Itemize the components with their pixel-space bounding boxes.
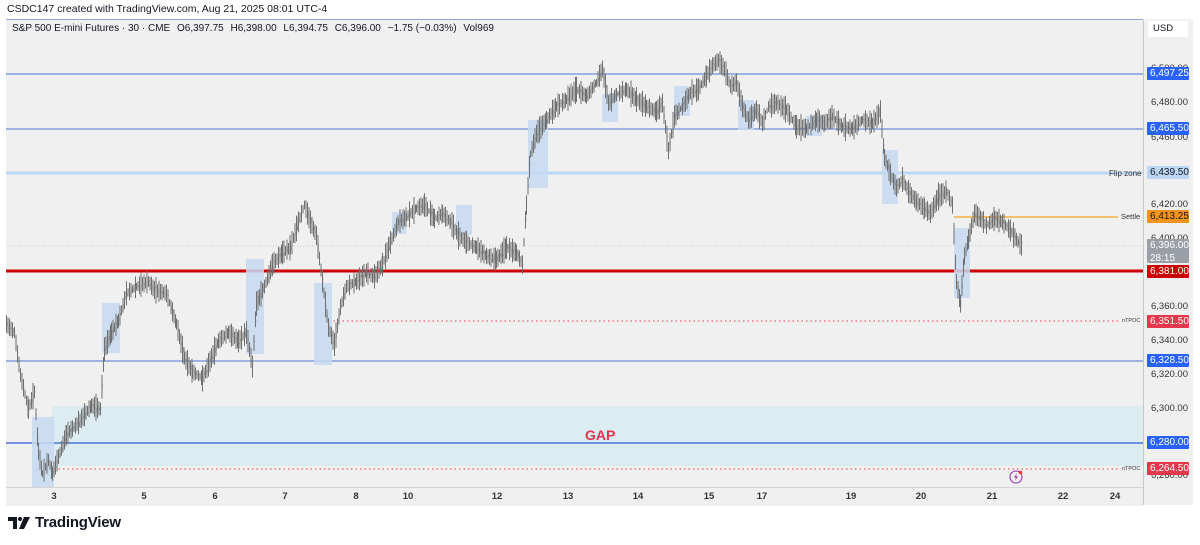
price-label-6465: 6,465.50 xyxy=(1147,122,1189,135)
price-tick: 6,360.00 xyxy=(1151,301,1188,312)
time-label: 7 xyxy=(282,491,288,502)
gap-zone xyxy=(52,406,1143,466)
flip-zone-label: Flip zone xyxy=(1109,169,1142,178)
ohlc-change: −1.75 (−0.03%) xyxy=(387,23,457,34)
price-label-6280: 6,280.00 xyxy=(1147,436,1189,449)
time-label: 21 xyxy=(986,491,998,502)
lightning-icon xyxy=(1009,470,1023,484)
time-label: 24 xyxy=(1109,491,1121,502)
last-price-label: 6,396.00 28:15 xyxy=(1147,239,1189,264)
price-label-ntpoc-6351: 6,351.50 xyxy=(1147,315,1189,328)
price-tick: 6,420.00 xyxy=(1151,199,1188,210)
plot-area[interactable] xyxy=(6,20,1143,487)
bar-countdown: 28:15 xyxy=(1150,253,1176,264)
top-border xyxy=(6,19,1143,20)
time-label: 12 xyxy=(491,491,503,502)
time-label: 14 xyxy=(632,491,644,502)
ohlc-low: L6,394.75 xyxy=(283,23,328,34)
gap-label: GAP xyxy=(585,427,616,443)
time-label: 3 xyxy=(51,491,57,502)
price-tick: 6,320.00 xyxy=(1151,369,1188,380)
price-tick: 6,480.00 xyxy=(1151,97,1188,108)
price-tick: 6,300.00 xyxy=(1151,403,1188,414)
price-tick: 6,340.00 xyxy=(1151,335,1188,346)
symbol-legend[interactable]: S&P 500 E-mini Futures · 30 · CME O6,397… xyxy=(12,23,498,34)
time-label: 13 xyxy=(562,491,574,502)
time-label: 22 xyxy=(1057,491,1069,502)
ohlc-close: C6,396.00 xyxy=(334,23,381,34)
tradingview-logo[interactable]: TradingView xyxy=(8,514,121,531)
price-tick: 6,460.00 xyxy=(1151,132,1188,143)
settle-label: Settle xyxy=(1121,212,1141,221)
tradingview-logo-icon xyxy=(8,516,30,529)
ohlc-high: H6,398.00 xyxy=(230,23,277,34)
last-price: 6,396.00 xyxy=(1150,240,1189,251)
time-label: 15 xyxy=(703,491,715,502)
price-label-flip-zone: 6,439.50 xyxy=(1147,166,1189,179)
ohlc-open: O6,397.75 xyxy=(176,23,224,34)
price-chart[interactable] xyxy=(6,20,1143,487)
price-label-6328: 6,328.50 xyxy=(1147,354,1189,367)
symbol-name[interactable]: S&P 500 E-mini Futures · 30 · CME xyxy=(12,23,171,34)
time-axis[interactable] xyxy=(6,487,1143,506)
currency-button[interactable]: USD xyxy=(1148,21,1188,37)
ntpoc-label-2: nTPOC xyxy=(1122,466,1141,472)
tradingview-brand: TradingView xyxy=(35,514,121,531)
time-label: 6 xyxy=(212,491,218,502)
price-tick: 6,400.00 xyxy=(1151,233,1188,244)
price-label-6497: 6,497.25 xyxy=(1147,67,1189,80)
price-tick: 6,260.00 xyxy=(1151,470,1188,481)
price-label-6381: 6,381.00 xyxy=(1147,265,1189,278)
chart-credit: CSDC147 created with TradingView.com, Au… xyxy=(7,3,328,15)
ntpoc-label-1: nTPOC xyxy=(1122,318,1141,324)
time-label: 17 xyxy=(756,491,768,502)
time-label: 10 xyxy=(402,491,414,502)
time-label: 20 xyxy=(915,491,927,502)
time-label: 5 xyxy=(141,491,147,502)
price-label-ntpoc-6264: 6,264.50 xyxy=(1147,462,1189,475)
time-label: 8 xyxy=(353,491,359,502)
time-label: 19 xyxy=(845,491,857,502)
volume: Vol969 xyxy=(463,23,494,34)
price-label-settle: 6,413.25 xyxy=(1147,210,1189,223)
